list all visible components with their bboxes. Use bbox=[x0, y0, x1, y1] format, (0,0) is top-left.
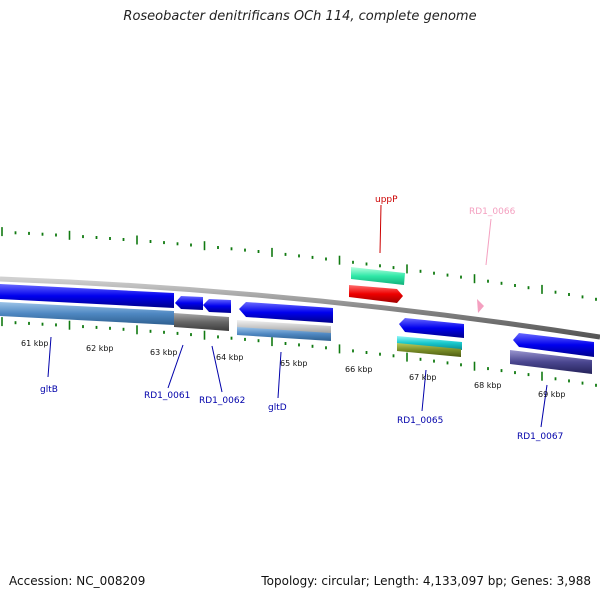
gene-label-RD1_0065[interactable]: RD1_0065 bbox=[397, 416, 443, 426]
RD1_0067-gene-arrow[interactable] bbox=[513, 333, 594, 357]
RD1_0067-leader bbox=[540, 384, 548, 428]
RD1_0066-leader bbox=[485, 218, 492, 266]
gene-label-gltD[interactable]: gltD bbox=[268, 403, 287, 413]
RD1_0061-gene-bar[interactable] bbox=[174, 313, 229, 331]
kbp-label: 67 kbp bbox=[409, 373, 437, 382]
genome-backbone bbox=[0, 276, 600, 340]
uppP-leader bbox=[379, 204, 382, 254]
gene-label-uppP[interactable]: uppP bbox=[375, 195, 398, 205]
kbp-label: 65 kbp bbox=[280, 359, 308, 368]
kbp-label: 62 kbp bbox=[86, 344, 114, 353]
kbp-label: 68 kbp bbox=[474, 381, 502, 390]
gene-labels: uppP RD1_0066 gltB RD1_0061 RD1_0062 glt… bbox=[40, 195, 563, 442]
kbp-label: 63 kbp bbox=[150, 348, 178, 357]
genome-stats-footer: Topology: circular; Length: 4,133,097 bp… bbox=[261, 574, 591, 588]
kbp-label: 64 kbp bbox=[216, 353, 244, 362]
gltD-leader bbox=[277, 351, 282, 399]
RD1_0065-leader bbox=[421, 369, 427, 412]
RD1_0065-gene-arrow[interactable] bbox=[399, 318, 464, 338]
gene-label-RD1_0062[interactable]: RD1_0062 bbox=[199, 396, 245, 406]
RD1_0062-gene-arrow[interactable] bbox=[203, 299, 231, 313]
gltD-gene-bar2[interactable] bbox=[237, 327, 331, 341]
gene-label-RD1_0067[interactable]: RD1_0067 bbox=[517, 432, 563, 442]
uppP-gene-cds[interactable] bbox=[351, 267, 405, 285]
gltB-gene-arrow[interactable] bbox=[0, 284, 174, 308]
kbp-label: 66 kbp bbox=[345, 365, 373, 374]
RD1_0062-leader bbox=[211, 345, 223, 393]
upper-tick-track bbox=[1, 227, 597, 301]
kbp-label: 61 kbp bbox=[21, 339, 49, 348]
gltB-leader bbox=[47, 336, 52, 378]
RD1_0061-leader bbox=[167, 344, 184, 389]
RD1_0061-gene-arrow[interactable] bbox=[175, 296, 203, 310]
gltD-gene-arrow[interactable] bbox=[239, 302, 333, 323]
gltD-gene-bar[interactable] bbox=[237, 320, 331, 334]
gene-label-gltB[interactable]: gltB bbox=[40, 385, 58, 395]
RD1_0067-gene-bar[interactable] bbox=[510, 350, 592, 374]
map-title: Roseobacter denitrificans OCh 114, compl… bbox=[123, 9, 477, 24]
kbp-scale-labels: 61 kbp 62 kbp 63 kbp 64 kbp 65 kbp 66 kb… bbox=[21, 339, 566, 399]
gltB-gene-bar[interactable] bbox=[0, 302, 174, 325]
kbp-label: 69 kbp bbox=[538, 390, 566, 399]
lower-tick-track bbox=[1, 317, 597, 387]
accession-footer: Accession: NC_008209 bbox=[9, 574, 146, 588]
RD1_0065-gene-bar2[interactable] bbox=[397, 343, 461, 357]
gene-label-RD1_0066[interactable]: RD1_0066 bbox=[469, 207, 516, 217]
uppP-gene-bar[interactable] bbox=[349, 285, 403, 303]
RD1_0065-gene-bar[interactable] bbox=[397, 336, 462, 350]
RD1_0066-gene-marker[interactable] bbox=[477, 299, 484, 313]
gene-label-RD1_0061[interactable]: RD1_0061 bbox=[144, 391, 190, 401]
